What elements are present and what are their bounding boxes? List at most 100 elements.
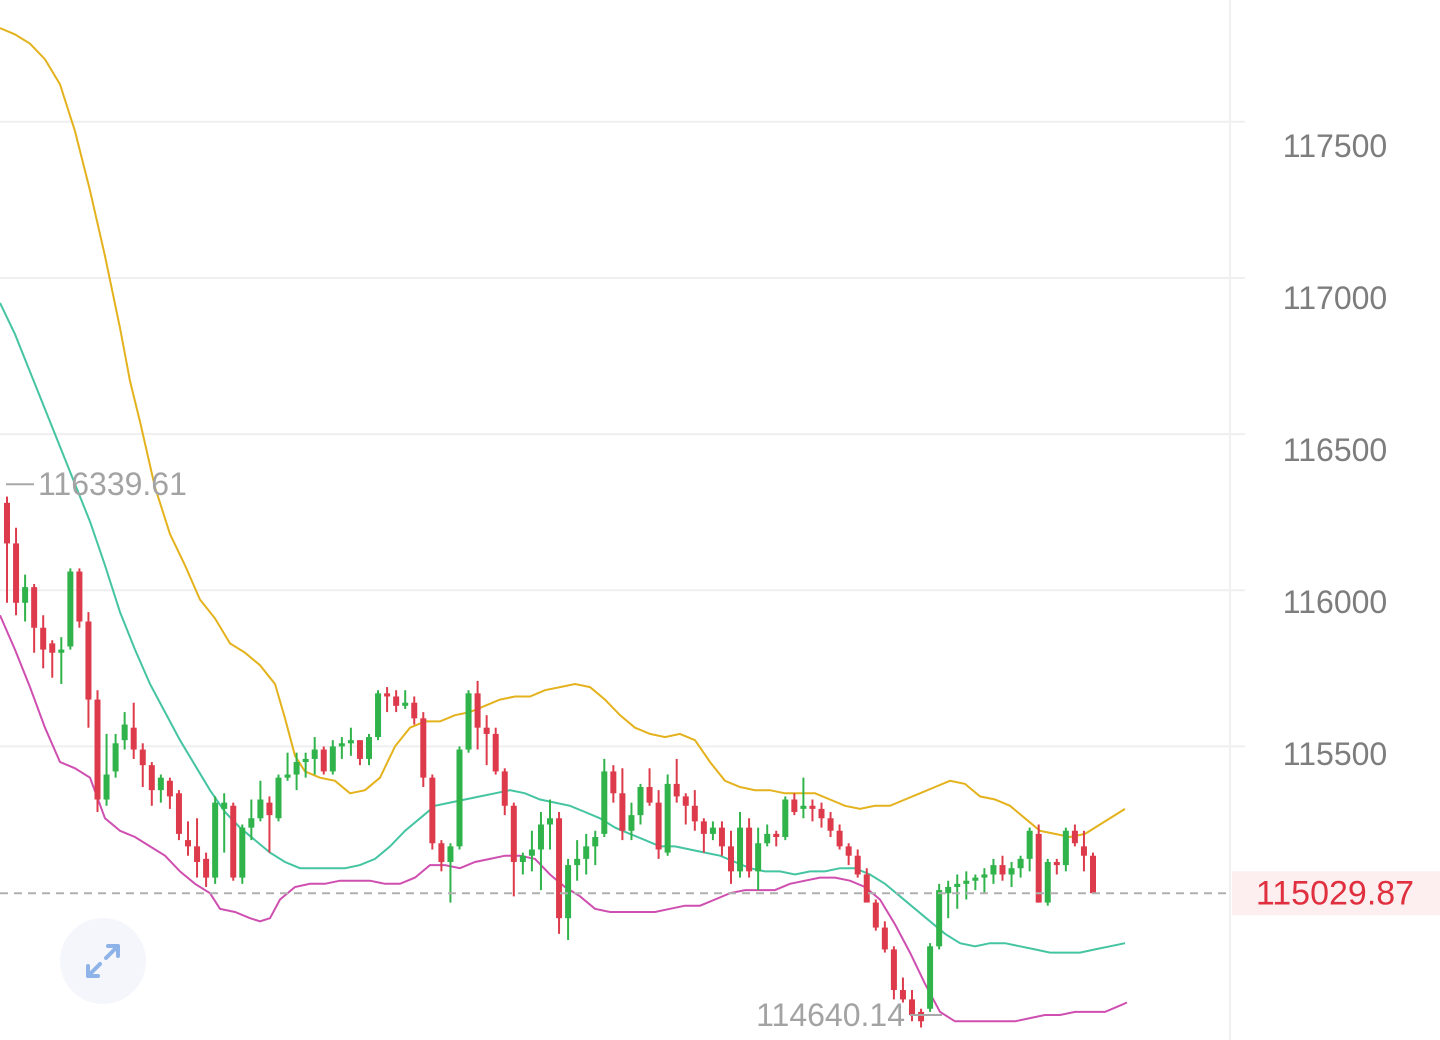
candle-down (918, 1011, 925, 1022)
high-marker-label: 116339.61 (38, 466, 187, 502)
candle-down (682, 796, 689, 806)
candle-down (818, 808, 825, 819)
candle-up (302, 758, 309, 763)
candle-up (981, 874, 988, 878)
candle-down (1080, 846, 1087, 856)
candle-up (275, 777, 282, 819)
candle-up (121, 724, 128, 741)
candle-down (619, 793, 626, 831)
candle-down (899, 990, 906, 1000)
candle-up (447, 846, 454, 862)
candle-down (610, 771, 617, 794)
candle-down (773, 833, 780, 837)
candle-down (384, 693, 391, 697)
candle-up (972, 877, 979, 881)
candle-up (628, 815, 635, 831)
candle-down (175, 793, 182, 834)
candle-up (239, 827, 246, 878)
candle-up (293, 762, 300, 775)
candle-up (601, 771, 608, 834)
candle-down (438, 843, 445, 862)
candles (4, 496, 1096, 1028)
candle-down (1071, 830, 1078, 844)
candle-down (791, 799, 798, 813)
y-tick-label: 116500 (1283, 432, 1387, 468)
candle-down (556, 818, 563, 919)
y-tick-label: 115500 (1283, 736, 1387, 772)
candle-up (22, 587, 29, 603)
candle-up (257, 799, 264, 819)
candle-down (429, 777, 436, 844)
candle-up (764, 833, 771, 844)
candle-up (664, 783, 671, 853)
candle-up (67, 571, 74, 647)
candle-up (212, 802, 219, 878)
current-price-label-bg (1232, 871, 1440, 916)
middle-band-line (0, 302, 1126, 954)
candle-up (375, 693, 382, 738)
lower-band-line (0, 614, 1128, 1023)
candle-up (547, 818, 553, 825)
candle-up (936, 890, 943, 947)
candle-down (836, 830, 843, 847)
candle-down (130, 727, 137, 750)
candle-down (909, 999, 915, 1016)
candle-down (691, 805, 698, 822)
expand-icon (86, 944, 120, 978)
candle-up (157, 777, 164, 791)
candle-down (673, 783, 680, 797)
candle-down (4, 502, 10, 544)
candle-down (13, 543, 20, 603)
candle-down (890, 949, 897, 991)
candle-up (311, 749, 318, 759)
candle-down (94, 699, 101, 800)
candle-up (709, 827, 716, 834)
candle-up (329, 746, 336, 772)
candle-up (945, 886, 952, 894)
candle-up (519, 855, 526, 862)
candle-down (420, 718, 427, 778)
grid-lines (0, 120, 1245, 748)
candle-down (728, 846, 734, 872)
candle-down (266, 802, 273, 816)
candle-up (782, 799, 789, 837)
candle-down (76, 571, 83, 622)
candle-up (800, 805, 807, 809)
candle-down (501, 771, 508, 806)
candle-down (411, 702, 418, 719)
candle-down (40, 627, 47, 650)
y-axis-labels: 117500 117000 116500 116000 115500 (1283, 128, 1387, 772)
candle-down (655, 802, 662, 850)
candle-up (1017, 858, 1024, 869)
candle-down (139, 749, 146, 766)
candle-down (746, 827, 753, 872)
candle-down (1035, 833, 1042, 903)
candle-down (492, 733, 499, 772)
candle-up (737, 827, 744, 872)
candle-down (809, 805, 816, 809)
candle-down (718, 827, 725, 847)
upper-band-line (0, 27, 1126, 839)
candle-down (393, 696, 400, 706)
expand-button[interactable] (60, 918, 146, 1004)
candle-down (510, 805, 517, 862)
candle-down (230, 805, 237, 878)
candle-down (854, 855, 861, 875)
candle-down (1053, 861, 1060, 866)
candle-up (592, 836, 599, 847)
candle-down (474, 693, 481, 728)
candle-down (827, 818, 834, 831)
candle-down (148, 765, 155, 791)
candle-up (1044, 861, 1051, 903)
candle-up (338, 743, 345, 747)
y-tick-label: 117000 (1283, 280, 1387, 316)
candle-up (954, 883, 961, 887)
candle-up (284, 774, 291, 778)
candle-down (1090, 855, 1096, 894)
candle-up (221, 802, 228, 809)
candle-down (185, 840, 191, 847)
candle-down (203, 858, 210, 878)
candle-up (963, 880, 970, 884)
candle-up (1062, 830, 1069, 866)
